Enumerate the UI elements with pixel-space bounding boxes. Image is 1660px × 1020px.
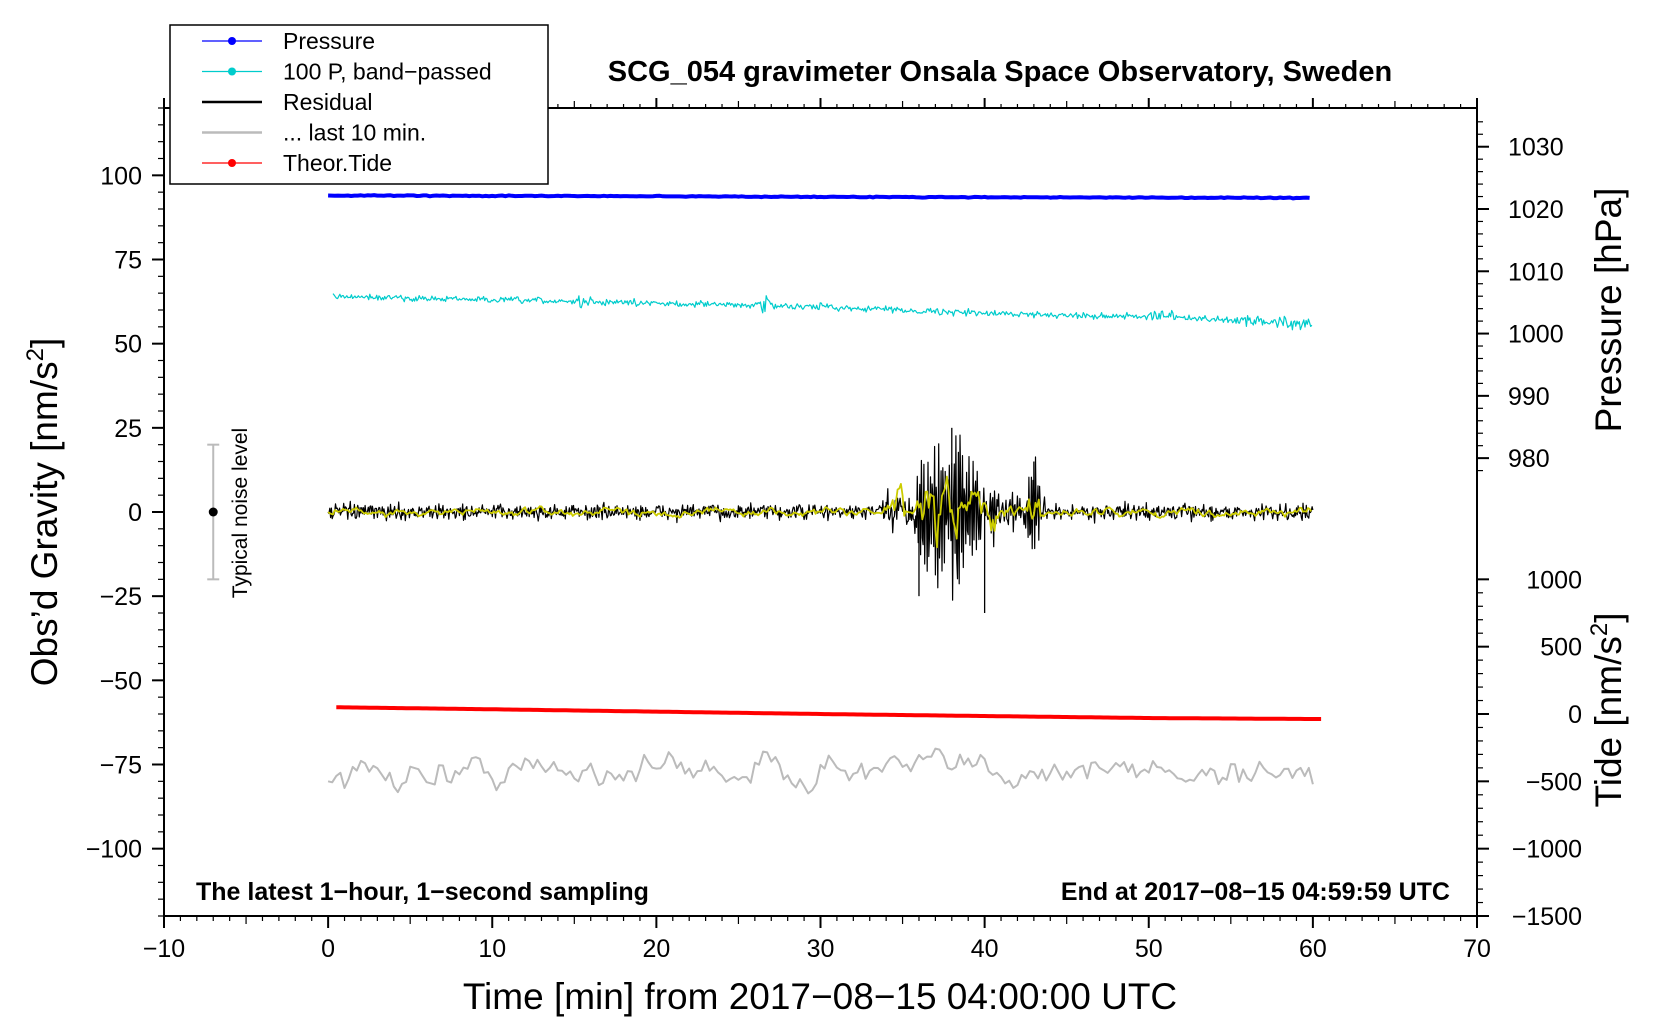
legend-swatch-dot xyxy=(228,37,236,45)
tide-tick-label: 500 xyxy=(1540,634,1582,662)
tide-tick-label: −1000 xyxy=(1512,836,1582,864)
noise-bar-dot xyxy=(208,507,218,517)
axis-ticks: −10 0 10 20 30 40 50 60 701007550250−25−50−75−10… xyxy=(86,98,1582,963)
legend-label: Pressure xyxy=(283,28,375,54)
series-pressure-band-passed xyxy=(332,293,1313,331)
y-tick-label: −25 xyxy=(100,583,142,611)
y-tick-label: −100 xyxy=(86,836,142,864)
tide-tick-label: 1000 xyxy=(1526,566,1582,594)
x-tick-label: 10 xyxy=(478,935,506,963)
y-tick-label: 50 xyxy=(114,331,142,359)
pressure-tick-label: 1030 xyxy=(1508,134,1564,162)
tide-tick-label: 0 xyxy=(1568,701,1582,729)
series-pressure xyxy=(328,193,1310,201)
legend-swatch-dot xyxy=(228,67,236,76)
x-axis-label: Time [min] from 2017−08−15 04:00:00 UTC xyxy=(463,976,1177,1017)
y-tick-label: 75 xyxy=(114,247,142,275)
x-tick-label: 70 xyxy=(1463,935,1491,963)
tide-tick-label: −500 xyxy=(1526,768,1582,796)
y-axis-label-pressure: Pressure [hPa] xyxy=(1588,188,1629,433)
x-tick-label: 60 xyxy=(1299,935,1327,963)
series-residual-smoothed xyxy=(327,475,1312,549)
y-axis-label-tide: Tide [nm/s2] xyxy=(1586,613,1629,808)
pressure-tick-label: 1010 xyxy=(1508,258,1564,286)
pressure-tick-label: 1020 xyxy=(1508,196,1564,224)
y-tick-label: −50 xyxy=(100,667,142,695)
legend-box xyxy=(169,24,549,185)
x-tick-label: 40 xyxy=(971,935,999,963)
tide-tick-label: −1500 xyxy=(1512,903,1582,931)
legend-label: Residual xyxy=(283,89,373,115)
pressure-tick-label: 1000 xyxy=(1508,321,1564,349)
y-tick-label: 0 xyxy=(128,499,142,527)
noise-bar-label: Typical noise level xyxy=(229,428,252,598)
noise-level-bar: Typical noise level xyxy=(207,428,252,598)
legend-label: ... last 10 min. xyxy=(283,120,426,146)
series-last-10-min xyxy=(327,747,1314,795)
pressure-tick-label: 990 xyxy=(1508,383,1550,411)
legend: Pressure 100 P, band−passed Residual ... la… xyxy=(169,24,549,185)
pressure-tick-label: 980 xyxy=(1508,445,1550,473)
y-axis-label-gravity: Obs’d Gravity [nm/s2] xyxy=(22,338,65,687)
x-tick-label: 0 xyxy=(321,935,335,963)
y-tick-label: 100 xyxy=(100,162,142,190)
x-tick-label: −10 xyxy=(143,935,185,963)
footer-right-label: End at 2017−08−15 04:59:59 UTC xyxy=(1061,878,1450,906)
y-tick-label: −75 xyxy=(100,752,142,780)
legend-label: Theor.Tide xyxy=(283,150,392,176)
legend-swatch-dot xyxy=(228,159,236,167)
data-series xyxy=(327,193,1322,795)
footer-left-label: The latest 1−hour, 1−second sampling xyxy=(196,878,649,906)
y-tick-label: 25 xyxy=(114,415,142,443)
x-tick-label: 30 xyxy=(807,935,835,963)
series-theoretical-tide xyxy=(336,705,1322,721)
chart-title: SCG_054 gravimeter Onsala Space Observat… xyxy=(608,56,1392,88)
x-tick-label: 50 xyxy=(1135,935,1163,963)
legend-label: 100 P, band−passed xyxy=(283,59,492,85)
x-tick-label: 20 xyxy=(642,935,670,963)
